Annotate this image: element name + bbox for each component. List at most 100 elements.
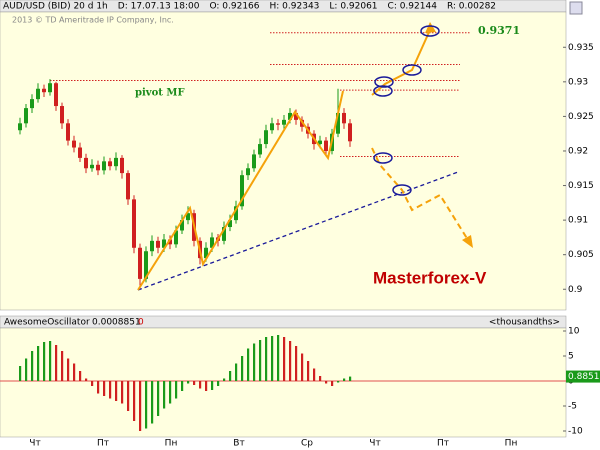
oscillator-bar: [151, 381, 154, 424]
ellipse: [374, 76, 394, 88]
y-tick-label: 0.935: [568, 43, 594, 53]
y2-tick-label: -5: [568, 402, 577, 412]
price-panel: [0, 11, 567, 311]
oscillator-bar: [139, 381, 142, 431]
x-tick-label: Чт: [29, 439, 40, 449]
candle-body: [246, 168, 250, 176]
ellipse: [392, 184, 412, 196]
oscillator-bar: [235, 363, 238, 381]
oscillator-bar: [211, 381, 214, 390]
target-label: 0.9371: [478, 24, 520, 37]
y2-tick-label: 10: [568, 327, 580, 337]
oscillator-bar: [253, 343, 256, 381]
oscillator-bar: [199, 381, 202, 389]
oscillator-bar: [181, 381, 184, 391]
candle-body: [132, 199, 136, 248]
candle-body: [228, 220, 232, 228]
oscillator-bar: [25, 358, 28, 381]
oscillator-bar: [283, 337, 286, 381]
oscillator-bar: [259, 340, 262, 381]
oscillator-bar: [115, 381, 118, 401]
oscillator-bar: [43, 342, 46, 381]
candle-body: [288, 112, 292, 120]
oscillator-flag: 0: [138, 318, 144, 328]
oscillator-bar: [187, 381, 190, 384]
y-tick-label: 0.91: [568, 216, 588, 226]
header-field: O: 0.92166: [209, 2, 259, 12]
oscillator-bar: [61, 351, 64, 381]
x-tick-label: Пн: [165, 439, 178, 449]
x-tick-label: Пт: [97, 439, 109, 449]
oscillator-bar: [313, 368, 316, 381]
candle-body: [84, 157, 88, 169]
candle-body: [180, 220, 184, 231]
candle-body: [174, 230, 178, 245]
oscillator-bar: [37, 346, 40, 381]
oscillator-bar: [55, 345, 58, 381]
y2-tick-label: 5: [568, 352, 574, 362]
y-tick-label: 0.915: [568, 181, 594, 191]
candle-body: [126, 173, 130, 200]
candle-body: [138, 247, 142, 279]
oscillator-bar: [271, 336, 274, 381]
oscillator-bar: [241, 356, 244, 381]
candle-body: [18, 123, 22, 131]
candle-body: [258, 144, 262, 155]
candle-body: [342, 112, 346, 124]
oscillator-bar: [295, 346, 298, 381]
oscillator-bar: [133, 381, 136, 421]
oscillator-bar: [79, 371, 82, 381]
oscillator-units: <thousandths>: [489, 318, 560, 328]
x-tick-label: Пт: [437, 439, 449, 449]
candle-body: [102, 161, 106, 171]
oscillator-bar: [175, 381, 178, 399]
ellipse: [420, 25, 440, 37]
oscillator-bar: [217, 381, 220, 386]
oscillator-bar: [349, 376, 352, 381]
ellipse: [373, 152, 393, 164]
y-tick-label: 0.9: [568, 285, 583, 295]
candle-body: [30, 99, 34, 109]
last-value-box: [566, 370, 600, 383]
header-field: H: 0.92343: [270, 2, 320, 12]
oscillator-bar: [301, 353, 304, 381]
oscillator-bar: [67, 358, 70, 381]
oscillator-bar: [343, 378, 346, 381]
candle-body: [108, 161, 112, 167]
candle-body: [24, 108, 28, 124]
last-value-label: 0.8851: [568, 372, 600, 382]
oscillator-bar: [169, 381, 172, 404]
candle-body: [324, 140, 328, 151]
ellipses: [373, 25, 440, 196]
oscillator-bar: [205, 381, 208, 391]
header-field: L: 0.92061: [329, 2, 377, 12]
candle-body: [60, 106, 64, 124]
oscillator-bar: [163, 381, 166, 409]
candle-body: [186, 213, 190, 221]
header-field: AUD/USD (BID) 20 d 1h: [3, 2, 108, 12]
candle-body: [234, 206, 238, 221]
brand-label: Masterforex-V: [373, 268, 487, 287]
oscillator-bar: [31, 351, 34, 381]
candle-body: [294, 112, 298, 120]
candle-body: [156, 240, 160, 248]
candle-body: [210, 237, 214, 248]
oscillator-bar: [91, 381, 94, 386]
oscillator-bar: [121, 381, 124, 404]
oscillator-bar: [307, 361, 310, 381]
candle-body: [276, 123, 280, 125]
pivot-label: pivot MF: [135, 88, 185, 99]
header-field: R: 0.00282: [447, 2, 496, 12]
oscillator-bar: [247, 348, 250, 381]
candle-body: [72, 140, 76, 148]
header-field: C: 0.92144: [388, 2, 438, 12]
candle-body: [150, 240, 154, 252]
icon[interactable]: [569, 1, 583, 15]
oscillator-bar: [97, 381, 100, 394]
candle-body: [240, 175, 244, 207]
y-tick-label: 0.92: [568, 146, 588, 156]
candle-body: [48, 83, 52, 93]
oscillator-bar: [103, 381, 106, 396]
candle-body: [222, 227, 226, 241]
